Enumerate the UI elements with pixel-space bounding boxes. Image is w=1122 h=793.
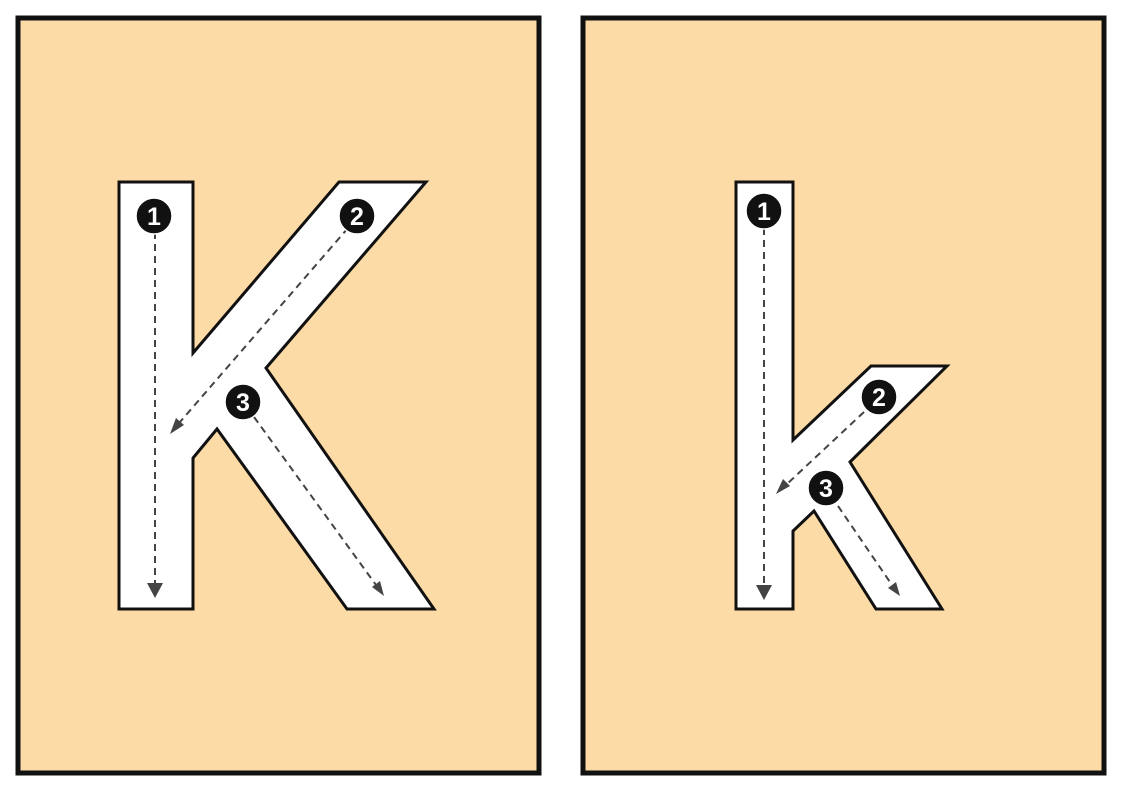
lowercase-stroke-3-guide: [837, 505, 893, 586]
lowercase-stroke-3-badge: 3: [807, 469, 845, 507]
lowercase-k-letter-outline: [734, 180, 951, 611]
uppercase-stroke-2-guide: [179, 227, 349, 423]
uppercase-stroke-3-number: 3: [236, 389, 250, 417]
uppercase-stroke-2-number: 2: [350, 203, 364, 231]
lowercase-stroke-1-number: 1: [757, 198, 771, 226]
uppercase-stroke-3-guide: [253, 416, 377, 586]
uppercase-stroke-1-number: 1: [147, 203, 161, 231]
lowercase-stroke-2-badge: 2: [860, 378, 898, 416]
lowercase-stroke-3-number: 3: [819, 475, 833, 503]
lowercase-k-card: 1 2 3: [580, 15, 1107, 776]
lowercase-stroke-1-badge: 1: [745, 192, 783, 230]
uppercase-stroke-2-arrowhead: [170, 418, 184, 434]
lowercase-stroke-3-arrowhead: [888, 582, 900, 596]
uppercase-stroke-1-badge: 1: [135, 197, 173, 235]
uppercase-stroke-3-arrowhead: [372, 581, 384, 596]
uppercase-k-letter-outline: [117, 180, 437, 611]
uppercase-stroke-2-badge: 2: [338, 197, 376, 235]
uppercase-k-card: 1 2 3: [15, 15, 542, 776]
lowercase-stroke-1-arrowhead: [756, 585, 772, 600]
lowercase-stroke-2-arrowhead: [776, 479, 790, 494]
lowercase-stroke-2-guide: [786, 411, 865, 485]
uppercase-stroke-1-arrowhead: [147, 583, 163, 598]
lowercase-stroke-2-number: 2: [872, 384, 886, 412]
uppercase-stroke-3-badge: 3: [224, 383, 262, 421]
